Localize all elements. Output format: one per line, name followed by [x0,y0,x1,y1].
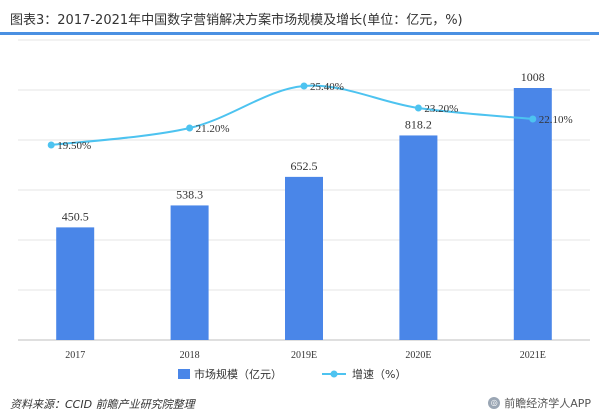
bar-value-label: 538.3 [176,187,203,201]
bar-2019E [285,176,323,340]
growth-point-2017 [47,141,55,149]
x-tick-label: 2020E [405,350,431,361]
bar-value-label: 450.5 [62,209,89,223]
growth-line [51,84,533,146]
legend-bar-swatch [178,369,190,379]
legend-bar-label: 市场规模（亿元） [194,367,282,381]
bar-value-label: 818.2 [405,117,432,131]
bar-value-label: 652.5 [291,159,318,173]
app-logo-icon: ◎ [488,397,501,409]
x-tick-label: 2019E [291,350,317,361]
footer-app-label: 前瞻经济学人APP [504,397,591,410]
x-tick-label: 2021E [520,350,546,361]
chart: 450.5 538.3 652.5 818.2 1008 2017 2018 2019E 202… [18,39,590,381]
x-tick-label: 2017 [65,350,85,361]
footer-app: ◎ 前瞻经济学人APP [488,395,591,411]
bar-2017 [56,227,95,340]
growth-point-2018 [186,124,194,132]
source-note: 资料来源：CCID 前瞻产业研究院整理 [10,398,195,411]
bar-2021E [513,88,552,340]
growth-value-label: 21.20% [196,123,230,135]
growth-point-2021E [529,115,537,123]
growth-value-label: 19.50% [57,140,91,152]
legend-line-marker [330,370,338,378]
growth-value-label: 25.40% [310,81,344,93]
bar-value-label: 1008 [521,70,545,84]
legend-line-label: 增速（%） [352,367,406,381]
growth-point-2020E [414,104,422,112]
growth-value-label: 23.20% [424,103,458,115]
bar-2018 [170,205,209,340]
bar-2020E [399,135,438,340]
title-underline [0,32,599,35]
x-tick-label: 2018 [180,350,200,361]
growth-point-2019E [300,82,308,90]
growth-value-label: 22.10% [539,114,573,126]
chart-title: 图表3：2017-2021年中国数字营销解决方案市场规模及增长(单位：亿元，%) [10,13,463,28]
